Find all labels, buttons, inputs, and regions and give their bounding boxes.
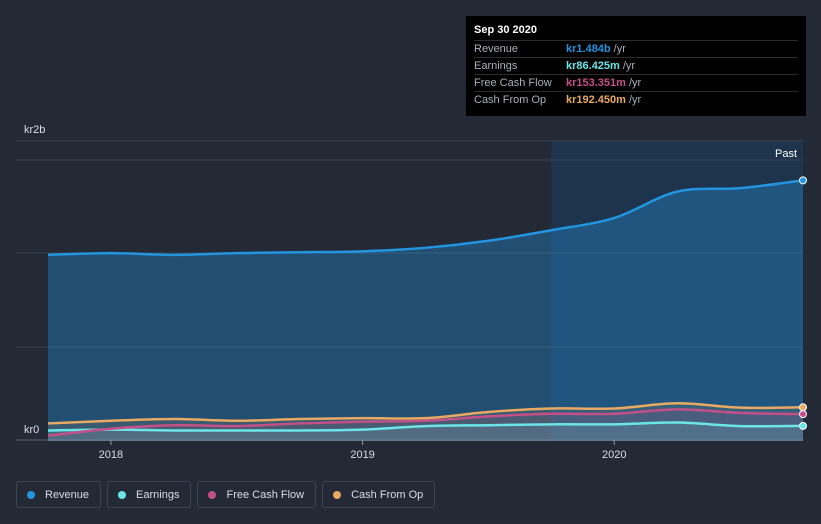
tooltip-label: Revenue (474, 43, 519, 55)
tooltip-label: Earnings (474, 60, 518, 72)
line-earnings (47, 421, 804, 432)
legend-item-earnings[interactable]: Earnings (107, 481, 192, 508)
endpoint-earnings (799, 421, 807, 430)
legend-item-cash-from-op[interactable]: Cash From Op (322, 481, 436, 508)
legend-dot-icon (333, 490, 342, 499)
legend-label: Free Cash Flow (226, 488, 305, 501)
line-revenue (47, 179, 804, 257)
tooltip-label: Free Cash Flow (474, 77, 552, 89)
legend-label: Revenue (45, 488, 90, 501)
series-areas (48, 180, 803, 441)
series-endpoints (799, 176, 807, 430)
tooltip-unit: /yr (628, 77, 642, 89)
legend-label: Cash From Op (351, 488, 424, 501)
x-axis: 2018 2019 2020 (99, 440, 626, 461)
y-tick-label-top: kr2b (24, 124, 45, 136)
legend-label: Earnings (136, 488, 180, 501)
tooltip: Sep 30 2020 Revenue kr1.484b /yr Earning… (466, 16, 806, 116)
tooltip-row-free-cash-flow: Free Cash Flow kr153.351m /yr (474, 74, 798, 91)
tooltip-unit: /yr (622, 60, 636, 72)
tooltip-value: kr1.484b (566, 43, 611, 55)
tooltip-unit: /yr (613, 43, 626, 55)
endpoint-revenue (799, 176, 807, 185)
x-tick-label: 2020 (602, 449, 626, 461)
tooltip-date: Sep 30 2020 (474, 24, 537, 36)
legend-dot-icon (118, 490, 127, 499)
line-free-cash-flow (47, 408, 804, 437)
tooltip-row-earnings: Earnings kr86.425m /yr (474, 57, 798, 74)
y-tick-label-bottom: kr0 (24, 424, 39, 436)
legend-dot-icon (27, 490, 35, 499)
line-cash-from-op (47, 401, 804, 425)
tooltip-row-revenue: Revenue kr1.484b /yr (474, 40, 798, 57)
legend-item-revenue[interactable]: Revenue (16, 481, 102, 508)
chart-legend: Revenue Earnings Free Cash Flow Cash Fro… (16, 481, 441, 508)
tooltip-value: kr86.425m (566, 60, 620, 72)
endpoint-cash-from-op (799, 403, 807, 412)
past-label: Past (775, 148, 797, 160)
area-earnings (48, 422, 803, 441)
x-tick-label: 2019 (350, 449, 374, 461)
series-lines (47, 179, 804, 437)
tooltip-value: kr192.450m (566, 94, 626, 106)
tooltip-value: kr153.351m (566, 77, 626, 89)
area-revenue (48, 180, 803, 441)
tooltip-row-cash-from-op: Cash From Op kr192.450m /yr (474, 91, 798, 108)
endpoint-free-cash-flow (799, 410, 807, 419)
financial-chart: 2018 2019 2020 kr2b kr0 Past (16, 124, 807, 461)
tooltip-unit: /yr (628, 94, 642, 106)
x-tick-label: 2018 (99, 449, 123, 461)
tooltip-label: Cash From Op (474, 94, 547, 106)
legend-item-free-cash-flow[interactable]: Free Cash Flow (197, 481, 317, 508)
legend-dot-icon (208, 490, 217, 499)
